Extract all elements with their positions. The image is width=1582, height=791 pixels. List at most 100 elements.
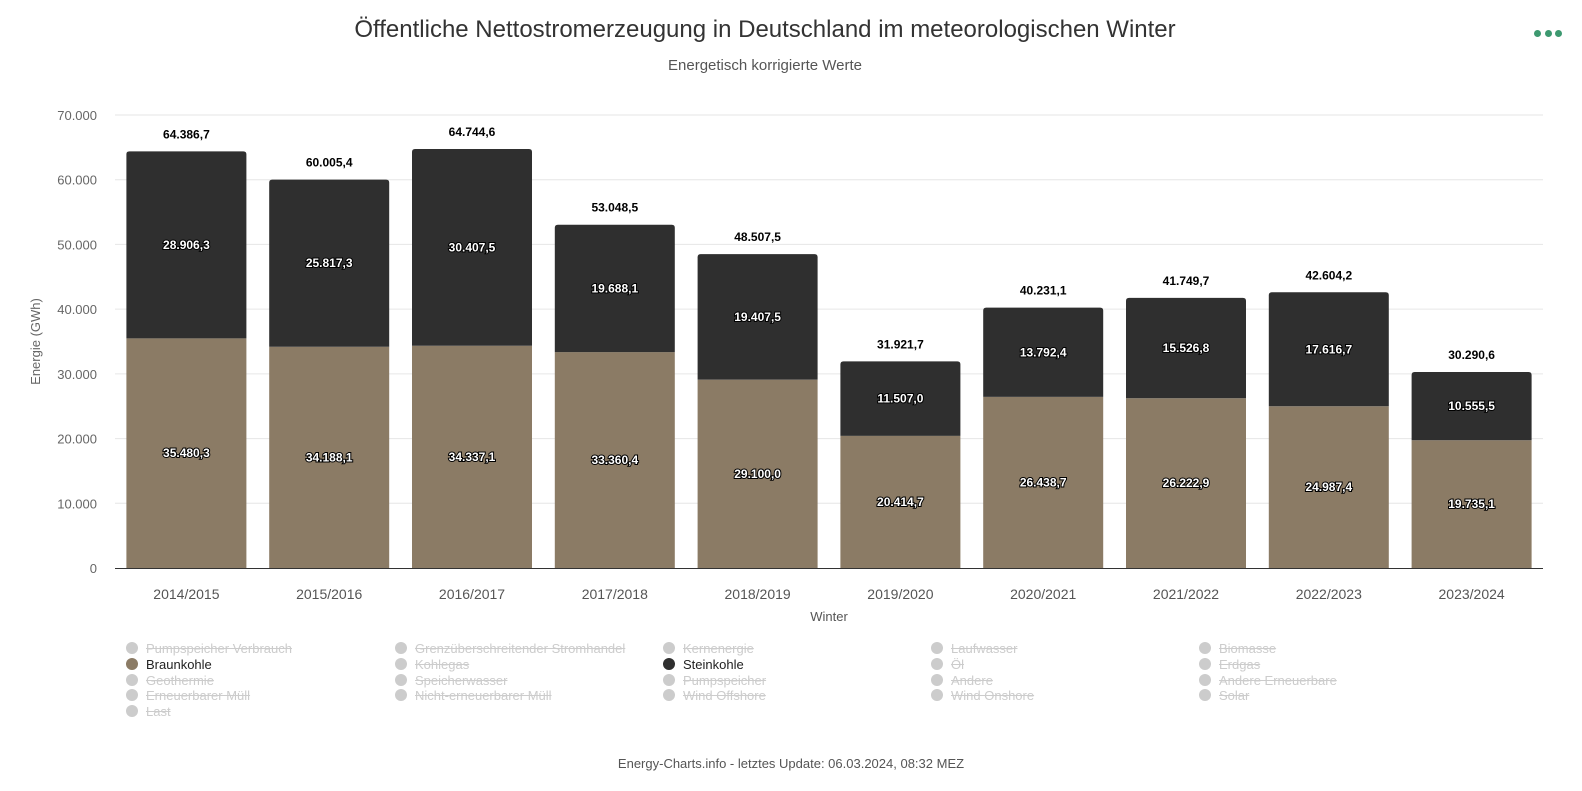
- bar-segment-steinkohle: [697, 254, 818, 380]
- legend-label: Nicht-erneuerbarer Müll: [415, 688, 552, 704]
- legend-marker-icon: [663, 673, 675, 686]
- bar-segment-braunkohle: [554, 352, 675, 568]
- legend-item-erneuerbarer-müll[interactable]: Erneuerbarer Müll: [126, 688, 250, 704]
- legend-item-wind-onshore[interactable]: Wind Onshore: [931, 688, 1034, 704]
- bar-segment-braunkohle: [1126, 398, 1246, 568]
- data-label: 19.735,1: [1448, 497, 1495, 511]
- total-label: 30.290,6: [1448, 348, 1495, 362]
- legend-item-erdgas[interactable]: Erdgas: [1199, 657, 1260, 673]
- legend-marker-icon: [395, 689, 407, 702]
- legend-marker-icon: [126, 642, 138, 654]
- data-label: 15.526,8: [1163, 341, 1210, 355]
- bar-segment-braunkohle: [840, 435, 961, 568]
- total-label: 31.921,7: [877, 337, 924, 351]
- legend-marker-icon: [395, 642, 407, 654]
- legend-item-nicht-erneuerbarer-müll[interactable]: Nicht-erneuerbarer Müll: [395, 688, 552, 704]
- legend-label: Last: [146, 704, 171, 720]
- legend-item-andere-erneuerbare[interactable]: Andere Erneuerbare: [1199, 673, 1337, 689]
- y-tick-label: 30.000: [57, 367, 97, 382]
- data-label: 26.438,7: [1020, 475, 1067, 489]
- y-tick-label: 20.000: [57, 432, 97, 447]
- legend-marker-icon: [663, 657, 675, 670]
- menu-dot: [1555, 29, 1562, 37]
- legend-item-braunkohle[interactable]: Braunkohle: [116, 648, 221, 680]
- legend-item-biomasse[interactable]: Biomasse: [1199, 641, 1276, 657]
- x-tick-label: 2022/2023: [1296, 586, 1362, 602]
- data-label: 28.906,3: [163, 238, 210, 252]
- bar-segment-braunkohle: [269, 346, 390, 568]
- legend-marker-icon: [663, 642, 675, 654]
- x-tick-label: 2017/2018: [582, 586, 648, 602]
- legend-label: Erdgas: [1219, 656, 1261, 672]
- bar-segment-braunkohle: [983, 396, 1104, 568]
- legend-label: Andere Erneuerbare: [1219, 672, 1337, 688]
- legend-item-last[interactable]: Last: [126, 704, 171, 720]
- data-label: 20.414,7: [877, 495, 924, 509]
- bar-segment-braunkohle: [697, 379, 818, 568]
- bar-segment-braunkohle: [412, 345, 532, 568]
- legend-item-speicherwasser[interactable]: Speicherwasser: [395, 673, 508, 689]
- legend-marker-icon: [931, 642, 943, 654]
- y-tick-label: 40.000: [57, 302, 97, 317]
- legend-item-öl[interactable]: Öl: [931, 657, 964, 673]
- bar-segment-steinkohle: [269, 179, 390, 347]
- data-label: 11.507,0: [877, 392, 923, 406]
- bar-segment-steinkohle: [554, 224, 675, 353]
- legend-item-pumpspeicher[interactable]: Pumpspeicher: [663, 673, 766, 689]
- bar-segment-braunkohle: [1411, 440, 1532, 568]
- total-label: 64.744,6: [449, 125, 496, 139]
- legend-item-kohlegas[interactable]: Kohlegas: [395, 657, 469, 673]
- legend-item-steinkohle[interactable]: Steinkohle: [653, 648, 773, 680]
- data-label: 29.100,0: [734, 467, 781, 481]
- total-label: 42.604,2: [1305, 268, 1352, 282]
- x-tick-label: 2019/2020: [867, 586, 933, 602]
- legend-marker-icon: [1199, 673, 1211, 686]
- total-label: 60.005,4: [306, 156, 353, 170]
- footer-credit: Energy-Charts.info - letztes Update: 06.…: [617, 756, 965, 771]
- more-horizontal-icon[interactable]: [1534, 25, 1562, 41]
- stacked-bar-chart: 0 10.000 20.000 30.000 40.000 50.000 60.000 70.…: [28, 108, 1543, 624]
- legend-item-wind-offshore[interactable]: Wind Offshore: [663, 688, 766, 704]
- legend-label: Laufwasser: [951, 641, 1018, 656]
- y-axis-title: Energie (GWh): [28, 298, 43, 385]
- legend-item-solar[interactable]: Solar: [1199, 688, 1249, 704]
- legend-item-geothermie[interactable]: Geothermie: [126, 673, 214, 689]
- chart-title: Öffentliche Nettostromerzeugung in Deuts…: [354, 16, 1176, 43]
- data-label: 24.987,4: [1305, 480, 1352, 494]
- legend-item-grenzüberschreitender-stromhandel[interactable]: Grenzüberschreitender Stromhandel: [395, 641, 625, 657]
- total-label: 48.507,5: [734, 230, 781, 244]
- legend-marker-icon: [126, 705, 138, 718]
- legend-label: Kohlegas: [415, 656, 470, 672]
- x-tick-label: 2021/2022: [1153, 586, 1219, 602]
- y-tick-label: 60.000: [57, 173, 97, 188]
- legend-marker-icon: [931, 657, 943, 670]
- x-axis-title: Winter: [810, 609, 848, 624]
- legend-label: Grenzüberschreitender Stromhandel: [415, 641, 626, 656]
- legend-marker-icon: [1199, 657, 1211, 670]
- legend-item-andere[interactable]: Andere: [931, 673, 993, 689]
- y-tick-label: 0: [90, 561, 97, 576]
- legend-marker-icon: [126, 673, 138, 686]
- bar-segment-braunkohle: [126, 338, 247, 568]
- bar-segment-steinkohle: [983, 307, 1104, 397]
- legend-label: Speicherwasser: [415, 672, 508, 688]
- legend-label: Kernenergie: [683, 641, 754, 656]
- x-tick-label: 2014/2015: [153, 586, 219, 602]
- legend-marker-icon: [126, 657, 138, 670]
- legend-item-laufwasser[interactable]: Laufwasser: [931, 641, 1017, 657]
- legend-item-pumpspeicher-verbrauch[interactable]: Pumpspeicher Verbrauch: [126, 641, 292, 657]
- legend-item-kernenergie[interactable]: Kernenergie: [663, 641, 754, 657]
- bar-segment-braunkohle: [1268, 406, 1389, 568]
- bar-segment-steinkohle: [1268, 292, 1389, 407]
- chart-subtitle: Energetisch korrigierte Werte: [668, 57, 862, 74]
- total-label: 41.749,7: [1163, 274, 1210, 288]
- legend-label: Wind Onshore: [951, 688, 1035, 704]
- data-label: 10.555,5: [1448, 399, 1495, 413]
- legend-marker-icon: [126, 689, 138, 702]
- x-tick-label: 2015/2016: [296, 586, 362, 602]
- data-label: 34.337,1: [449, 450, 496, 464]
- legend-label: Steinkohle: [683, 656, 744, 672]
- data-label: 13.792,4: [1020, 345, 1067, 359]
- menu-dot: [1544, 29, 1552, 37]
- legend-marker-icon: [931, 689, 943, 702]
